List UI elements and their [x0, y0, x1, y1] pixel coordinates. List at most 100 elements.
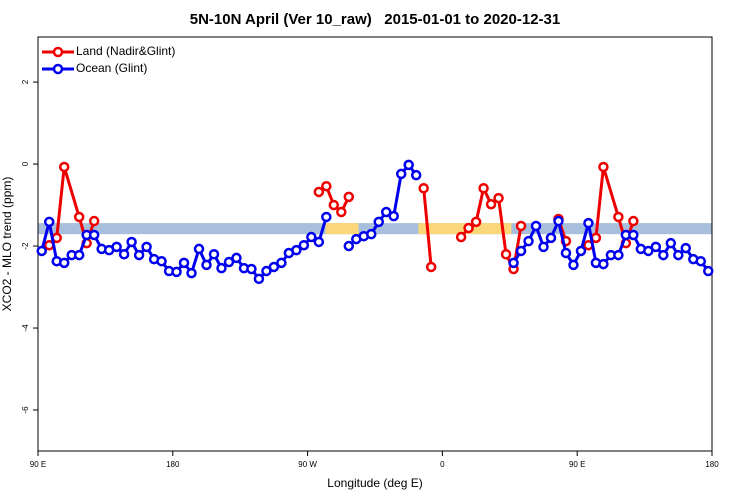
point	[463, 222, 474, 234]
chart-title: 5N-10N April (Ver 10_raw) 2015-01-01 to …	[190, 11, 560, 28]
point	[313, 236, 325, 248]
point	[321, 180, 332, 192]
band	[325, 223, 359, 235]
point	[336, 206, 347, 218]
point	[425, 261, 437, 273]
point	[553, 215, 564, 227]
point	[201, 259, 212, 271]
point	[253, 273, 265, 285]
point	[680, 242, 692, 254]
point	[366, 228, 377, 240]
point	[403, 159, 414, 171]
point	[560, 247, 572, 259]
point	[673, 249, 684, 261]
legend-marker	[52, 63, 64, 75]
point	[598, 161, 609, 173]
point	[538, 241, 549, 253]
point	[478, 183, 489, 194]
point	[373, 216, 384, 228]
point	[470, 216, 482, 228]
point	[73, 249, 85, 261]
point	[58, 257, 70, 269]
point	[216, 262, 227, 274]
point	[545, 232, 557, 244]
point	[485, 198, 497, 210]
point	[298, 239, 310, 251]
x-axis-title: Longitude (deg E)	[327, 476, 422, 490]
point	[88, 215, 100, 227]
x-tick-label: 180	[166, 460, 180, 469]
point	[613, 211, 624, 223]
point	[493, 192, 504, 204]
point	[88, 229, 100, 241]
point	[380, 206, 392, 218]
point	[306, 231, 317, 243]
point	[321, 211, 332, 223]
point	[343, 240, 355, 252]
legend-label: Ocean (Glint)	[76, 61, 147, 75]
point	[36, 245, 47, 257]
y-tick-label: -4	[21, 324, 30, 332]
point	[171, 266, 182, 278]
point	[418, 183, 429, 194]
point	[530, 220, 542, 232]
point	[313, 186, 325, 198]
y-tick-label: 2	[21, 79, 30, 84]
point	[628, 215, 639, 227]
x-tick-label: 90 W	[298, 460, 317, 469]
point	[575, 245, 587, 257]
x-tick-label: 0	[440, 460, 445, 469]
point	[455, 231, 467, 243]
legend-marker	[52, 46, 64, 58]
point	[328, 199, 340, 211]
point	[141, 241, 152, 253]
point	[410, 169, 422, 181]
point	[178, 257, 190, 269]
x-tick-label: 90 E	[30, 460, 46, 469]
point	[628, 229, 639, 241]
point	[658, 249, 669, 261]
point	[43, 216, 55, 228]
point	[126, 236, 137, 248]
point	[231, 252, 242, 264]
point	[73, 211, 85, 223]
point	[111, 241, 122, 253]
point	[643, 245, 654, 257]
point	[515, 220, 527, 232]
point	[665, 237, 677, 249]
point	[58, 161, 70, 173]
legend-label: Land (Nadir&Glint)	[76, 44, 175, 58]
point	[343, 191, 355, 203]
point	[568, 259, 579, 271]
point	[695, 255, 707, 267]
point	[223, 256, 235, 268]
point	[276, 257, 287, 269]
point	[118, 248, 130, 260]
y-tick-label: 0	[21, 161, 30, 166]
point	[268, 261, 280, 273]
point	[613, 249, 624, 261]
point	[703, 265, 714, 277]
point	[650, 241, 662, 253]
point	[500, 248, 512, 260]
point	[523, 235, 534, 247]
point	[208, 248, 220, 260]
y-tick-label: -6	[21, 406, 30, 414]
point	[186, 267, 197, 279]
y-axis-title: XCO2 - MLO trend (ppm)	[0, 177, 14, 312]
point	[261, 265, 272, 277]
point	[598, 258, 609, 270]
point	[133, 249, 145, 261]
point	[508, 257, 519, 269]
point	[156, 255, 167, 267]
point	[388, 210, 399, 222]
point	[515, 245, 527, 257]
point	[193, 243, 205, 255]
x-tick-label: 90 E	[569, 460, 585, 469]
plot-frame	[37, 36, 713, 452]
point	[583, 217, 594, 229]
point	[395, 168, 407, 180]
point	[291, 244, 302, 256]
point	[246, 263, 257, 275]
